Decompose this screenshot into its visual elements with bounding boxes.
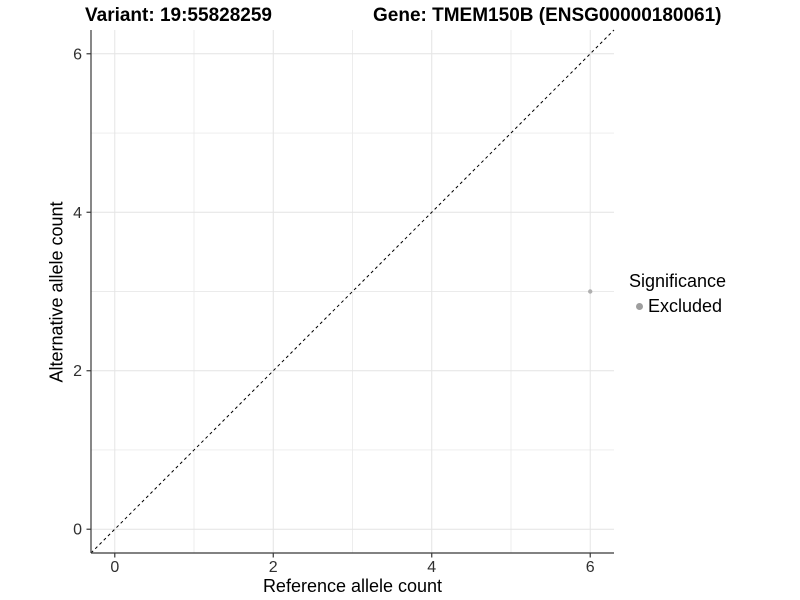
legend-item-excluded: Excluded: [629, 296, 726, 317]
legend-point-icon: [636, 303, 643, 310]
y-tick-label: 6: [73, 46, 82, 63]
legend-title: Significance: [629, 271, 727, 291]
legend-item-label: Excluded: [648, 296, 723, 316]
gene-title: Gene: TMEM150B (ENSG00000180061): [373, 5, 722, 26]
x-tick-label: 0: [110, 559, 119, 576]
x-axis-title: Reference allele count: [262, 576, 443, 596]
y-axis-title: Alternative allele count: [46, 201, 67, 383]
x-tick-label: 6: [586, 559, 595, 576]
x-tick-label: 4: [427, 559, 436, 576]
legend: Significance Excluded: [629, 271, 726, 317]
variant-title: Variant: 19:55828259: [85, 5, 272, 26]
y-tick-label: 4: [73, 205, 82, 222]
y-tick-label: 0: [73, 522, 82, 539]
x-tick-label: 2: [269, 559, 278, 576]
data-point: [588, 289, 593, 294]
y-tick-label: 2: [73, 363, 82, 380]
